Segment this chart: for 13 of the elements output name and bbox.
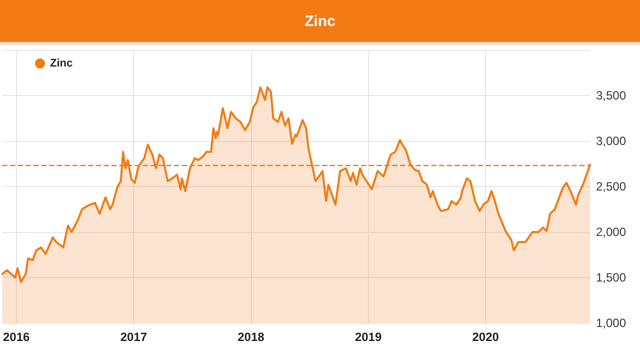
y-tick-label: 3,500 <box>596 88 626 102</box>
y-tick-label: 1,000 <box>596 316 626 330</box>
x-tick-label: 2017 <box>120 330 148 344</box>
x-tick-label: 2016 <box>2 330 30 344</box>
y-tick-label: 2,500 <box>596 180 626 194</box>
x-tick-label: 2018 <box>238 330 265 344</box>
y-tick-label: 2,000 <box>596 225 626 239</box>
y-tick-label: 1,500 <box>596 270 626 284</box>
legend-label: Zinc <box>50 58 73 70</box>
chart-title: Zinc <box>0 0 640 45</box>
y-tick-label: 3,000 <box>596 134 626 148</box>
x-tick-label: 2019 <box>354 330 382 344</box>
x-tick-label: 2020 <box>472 330 500 344</box>
